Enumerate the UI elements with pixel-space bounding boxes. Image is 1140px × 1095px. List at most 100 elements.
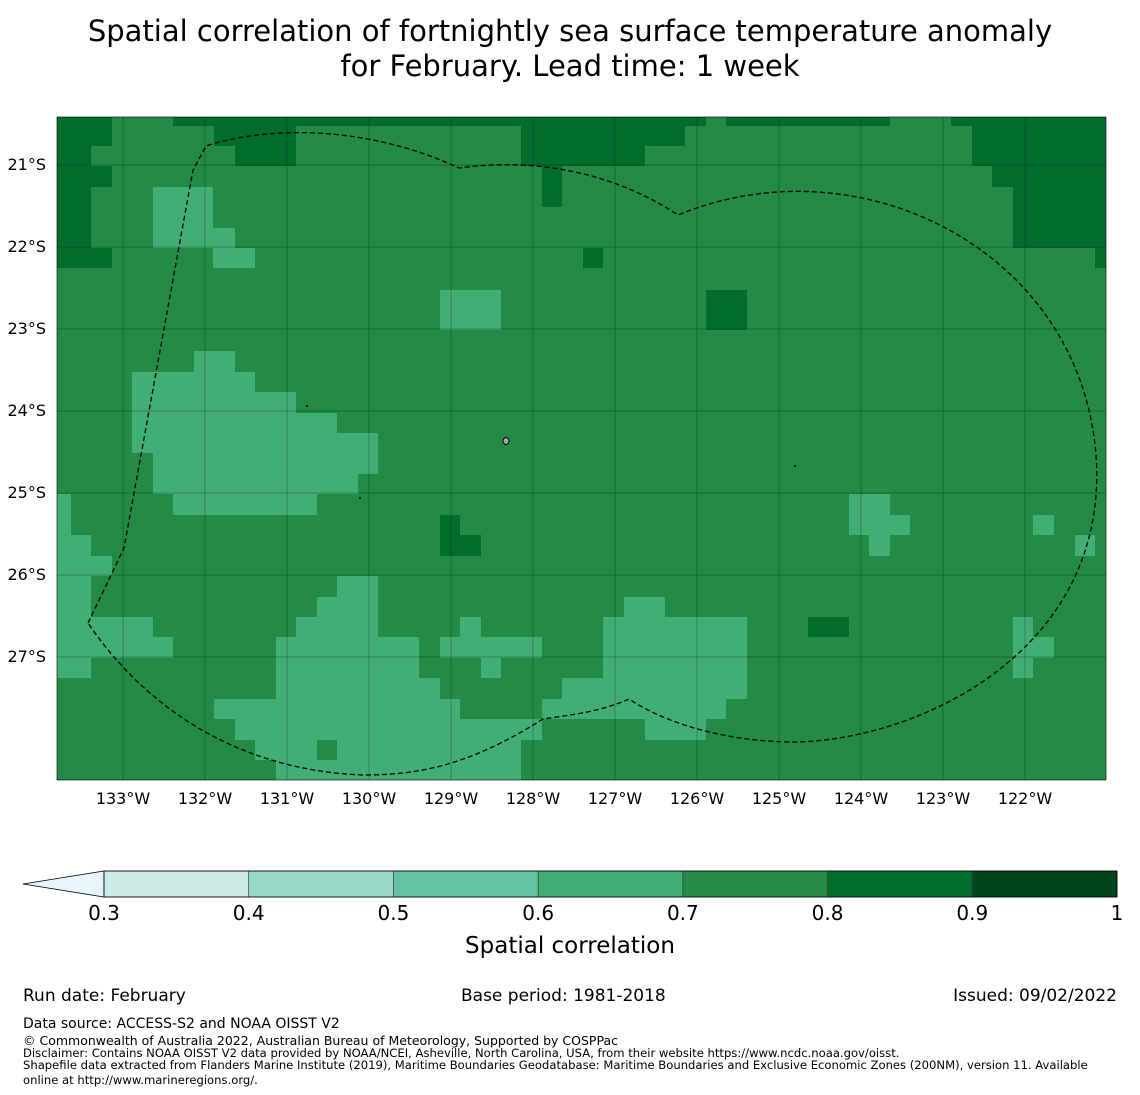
base-period: Base period: 1981-2018 — [461, 986, 666, 1006]
chart-title: Spatial correlation of fortnightly sea s… — [0, 14, 1140, 84]
longitude-label: 123°W — [915, 789, 971, 808]
heatmap-cell-0-6-0-7 — [440, 740, 521, 780]
heatmap-cell-0-6-0-7 — [255, 740, 317, 760]
map-frame — [56, 116, 1107, 781]
heatmap-cell-0-6-0-7 — [542, 699, 726, 719]
island-marker — [306, 405, 308, 407]
latitude-label: 22°S — [7, 237, 46, 256]
heatmap-cell-0-6-0-7 — [153, 187, 213, 248]
heatmap-cell-0-6-0-7 — [213, 248, 255, 268]
latitude-label: 23°S — [7, 319, 46, 338]
islands — [306, 405, 796, 499]
heatmap-cell-0-8-0-9 — [992, 166, 1106, 187]
copyright: © Commonwealth of Australia 2022, Austra… — [23, 1033, 618, 1048]
colorbar-tick-label: 0.9 — [956, 901, 989, 925]
heatmap-cell-0-8-0-9 — [706, 290, 747, 330]
longitude-label: 126°W — [669, 789, 725, 808]
colorbar-tick-label: 0.8 — [811, 901, 844, 925]
data-source: Data source: ACCESS-S2 and NOAA OISST V2 — [23, 1016, 340, 1032]
longitude-label: 131°W — [259, 789, 315, 808]
heatmap-cell-0-8-0-9 — [808, 617, 849, 637]
heatmap-cell-0-6-0-7 — [132, 433, 378, 453]
heatmap-cell-0-6-0-7 — [57, 576, 91, 617]
longitude-label: 125°W — [751, 789, 807, 808]
heatmap-cell-0-6-0-7 — [603, 658, 747, 678]
colorbar-label: Spatial correlation — [465, 933, 675, 959]
colorbar-tick-label: 0.5 — [377, 901, 410, 925]
longitude-label: 124°W — [833, 789, 889, 808]
heatmap-cell-0-8-0-9 — [521, 126, 685, 146]
heatmap-cell-0-6-0-7 — [194, 351, 235, 372]
heatmap-cell-0-8-0-9 — [726, 117, 890, 126]
heatmap-cell-0-6-0-7 — [57, 617, 153, 637]
longitude-label: 133°W — [95, 789, 151, 808]
heatmap-cell-0-6-0-7 — [1033, 515, 1054, 535]
heatmap-cell-0-6-0-7 — [296, 617, 378, 637]
colorbar-segment — [971, 870, 1118, 898]
heatmap-cell-0-6-0-7 — [57, 556, 112, 576]
heatmap-cell-0-6-0-7 — [57, 658, 91, 678]
title-line-2: for February. Lead time: 1 week — [340, 49, 800, 83]
heatmap-cell-0-8-0-9 — [1095, 248, 1106, 268]
heatmap-cell-0-6-0-7 — [1013, 617, 1033, 637]
colorbar-tick-label: 0.4 — [232, 901, 265, 925]
colorbar-segment — [537, 870, 684, 898]
heatmap-cell-0-6-0-7 — [1013, 658, 1033, 678]
heatmap-cell-0-8-0-9 — [214, 126, 296, 146]
heatmap-cell-0-6-0-7 — [173, 494, 317, 515]
latitude-label: 21°S — [7, 155, 46, 174]
colorbar-tick-label: 0.7 — [666, 901, 699, 925]
colorbar-tick-label: 0.3 — [88, 901, 120, 925]
longitude-label: 129°W — [423, 789, 479, 808]
colorbar-outline — [103, 870, 1118, 898]
heatmap-cell-0-6-0-7 — [562, 678, 747, 699]
shapefile-credit-line-2: online at http://www.marineregions.org/. — [23, 1073, 258, 1087]
latitude-label: 27°S — [7, 647, 46, 666]
longitude-label: 132°W — [177, 789, 233, 808]
run-date: Run date: February — [23, 986, 186, 1006]
heatmap-cell-0-8-0-9 — [972, 126, 1106, 166]
heatmap-cell-0-6-0-7 — [1013, 637, 1054, 658]
heatmap-cell-0-6-0-7 — [153, 474, 358, 494]
heatmap-cell-0-6-0-7 — [57, 637, 173, 658]
heatmap-cell-0-6-0-7 — [57, 494, 71, 535]
heatmap-cell-0-8-0-9 — [173, 117, 501, 126]
latitude-label: 26°S — [7, 565, 46, 584]
heatmap-cell-0-6-0-7 — [276, 658, 419, 678]
heatmap-cell-0-6-0-7 — [603, 617, 747, 658]
heatmap-cell-0-6-0-7 — [132, 392, 296, 413]
island-marker — [502, 437, 510, 445]
latitude-label: 25°S — [7, 483, 46, 502]
heatmap-cell-0-8-0-9 — [542, 166, 562, 207]
heatmap-cell-0-6-0-7 — [153, 453, 378, 474]
heatmap-cell-0-6-0-7 — [213, 228, 235, 248]
colorbar-segment — [827, 870, 973, 898]
heatmap-cell-0-8-0-9 — [57, 117, 112, 146]
heatmap-cell-0-8-0-9 — [501, 117, 706, 126]
heatmap-cell-0-6-0-7 — [849, 494, 890, 515]
longitude-label: 127°W — [587, 789, 643, 808]
heatmap-cell-0-6-0-7 — [276, 678, 440, 699]
correlation-grid — [57, 117, 1106, 780]
heatmap-cell-0-6-0-7 — [440, 637, 542, 658]
heatmap-cell-0-6-0-7 — [645, 719, 706, 740]
heatmap-cell-0-6-0-7 — [440, 290, 501, 330]
heatmap-cell-0-8-0-9 — [235, 146, 296, 166]
heatmap-cell-0-8-0-9 — [460, 535, 481, 556]
heatmap-cell-0-8-0-9 — [521, 146, 645, 166]
colorbar-segment — [682, 870, 828, 898]
heatmap-cell-0-6-0-7 — [460, 617, 481, 637]
heatmap-cell-0-8-0-9 — [951, 117, 1106, 126]
colorbar-segment — [103, 870, 250, 898]
shapefile-credit-line-1: Shapefile data extracted from Flanders M… — [23, 1058, 1088, 1072]
colorbar-tick-label: 0.6 — [522, 901, 555, 925]
heatmap-cell-0-6-0-7 — [624, 597, 665, 617]
heatmap-cell-0-8-0-9 — [57, 187, 91, 248]
heatmap-cell-0-6-0-7 — [235, 719, 542, 740]
island-marker — [794, 465, 796, 467]
heatmap-cell-0-6-0-7 — [337, 740, 440, 760]
heatmap-cell-0-6-0-7 — [1075, 535, 1095, 556]
colorbar-segment — [393, 870, 539, 898]
heatmap-cell-0-6-0-7 — [214, 699, 460, 719]
